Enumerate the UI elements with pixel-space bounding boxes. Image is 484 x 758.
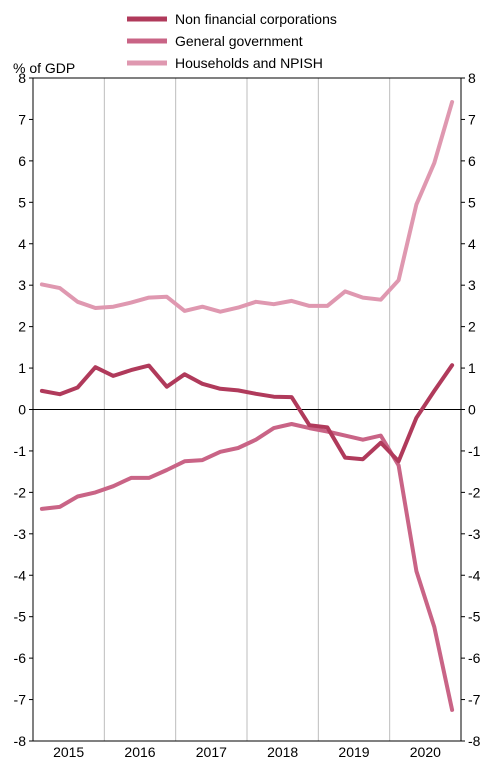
y-axis-label: % of GDP (13, 60, 75, 76)
legend-label: Households and NPISH (175, 55, 323, 71)
y-tick-label: 7 (18, 111, 26, 127)
y-tick-label-right: -1 (468, 443, 481, 459)
legend-label: Non financial corporations (175, 11, 337, 27)
x-axis: 2015 2016 2017 2018 2019 2020 (53, 744, 441, 758)
y-tick-label-right: 1 (468, 360, 476, 376)
y-tick-label: 2 (18, 319, 26, 335)
y-tick-label-right: 6 (468, 153, 476, 169)
y-tick-label-right: -2 (468, 484, 481, 500)
y-tick-label-right: 7 (468, 111, 476, 127)
y-tick-label: 0 (18, 402, 26, 418)
y-tick-label-right: 3 (468, 277, 476, 293)
y-tick-label: -3 (14, 526, 27, 542)
y-tick-label: -7 (14, 692, 27, 708)
y-tick-label-right: 4 (468, 236, 476, 252)
y-tick-label-right: -8 (468, 733, 481, 749)
series-line-1 (39, 363, 455, 464)
x-tick-label: 2017 (196, 744, 227, 758)
y-tick-label-right: -5 (468, 609, 481, 625)
y-tick-label: 3 (18, 277, 26, 293)
x-tick-label: 2018 (267, 744, 298, 758)
y-tick-label: 6 (18, 153, 26, 169)
y-tick-label-right: 0 (468, 402, 476, 418)
series-line-3 (39, 100, 455, 314)
legend-label: General government (175, 33, 303, 49)
y-tick-label: 1 (18, 360, 26, 376)
series-line-2 (39, 422, 455, 712)
y-tick-label-right: 5 (468, 194, 476, 210)
x-tick-label: 2019 (338, 744, 369, 758)
x-tick-label: 2020 (410, 744, 441, 758)
y-tick-label: 8 (18, 70, 26, 86)
y-tick-label-right: -3 (468, 526, 481, 542)
y-tick-label: -8 (14, 733, 27, 749)
legend: Non financial corporations General govern… (127, 11, 337, 71)
y-tick-label-right: -6 (468, 650, 481, 666)
y-tick-label: 5 (18, 194, 26, 210)
y-tick-label: 4 (18, 236, 26, 252)
x-tick-label: 2015 (53, 744, 84, 758)
y-tick-label: -1 (14, 443, 27, 459)
y-axis-right: -8 -7 -6 -5 -4 -3 -2 -1 0 1 2 3 4 5 6 7 8 (461, 70, 481, 749)
y-tick-label-right: -7 (468, 692, 481, 708)
y-tick-label: -2 (14, 484, 27, 500)
y-axis-left: -8 -7 -6 -5 -4 -3 -2 -1 0 1 2 3 4 5 6 7 8 (14, 70, 33, 749)
y-tick-label: -6 (14, 650, 27, 666)
y-tick-label-right: -4 (468, 567, 481, 583)
x-tick-label: 2016 (124, 744, 155, 758)
series-lines (39, 100, 455, 712)
plot-frame (32, 77, 462, 742)
y-tick-label-right: 8 (468, 70, 476, 86)
y-tick-label: -4 (14, 567, 27, 583)
y-tick-label: -5 (14, 609, 27, 625)
y-tick-label-right: 2 (468, 319, 476, 335)
